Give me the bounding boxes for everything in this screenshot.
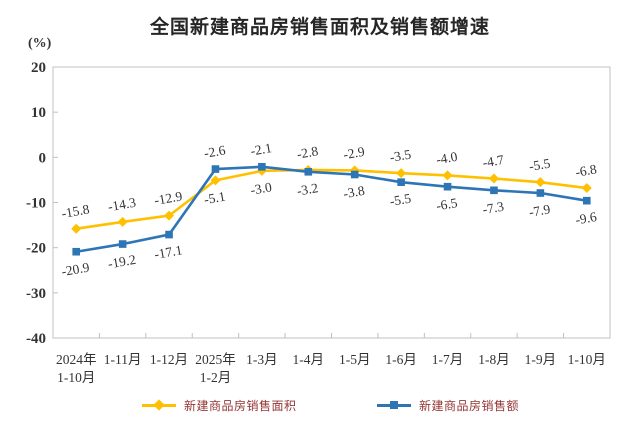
- y-axis-tick-label: -10: [26, 196, 46, 212]
- x-axis-category-label: 2025年: [195, 352, 236, 367]
- diamond-marker: [488, 173, 499, 184]
- data-label: -14.3: [107, 195, 138, 215]
- square-marker: [490, 186, 498, 195]
- data-label: -2.9: [342, 144, 366, 163]
- data-label: -4.0: [435, 149, 459, 168]
- y-axis-tick-label: -30: [26, 286, 46, 302]
- square-marker-icon: [390, 401, 398, 409]
- diamond-marker: [117, 216, 128, 227]
- diamond-marker-icon: [153, 399, 165, 411]
- x-axis-category-label: 1-2月: [200, 370, 232, 385]
- x-axis-category-label: 1-6月: [385, 352, 417, 367]
- diamond-marker: [210, 175, 221, 186]
- square-marker: [443, 182, 452, 191]
- square-marker: [258, 163, 266, 171]
- sales-area-line-swatch: [142, 399, 176, 411]
- chart-legend: 新建商品房销售面积 新建商品房销售额: [0, 395, 640, 417]
- data-label: -17.1: [153, 242, 183, 262]
- data-label: -12.9: [153, 188, 184, 208]
- square-marker: [165, 230, 173, 239]
- diamond-marker: [164, 210, 175, 221]
- y-axis-tick-label: 20: [31, 60, 46, 76]
- legend-label-sales-area: 新建商品房销售面积: [184, 398, 297, 413]
- square-marker: [304, 167, 313, 176]
- data-label: -6.5: [435, 195, 459, 214]
- y-axis-tick-label: 10: [31, 105, 46, 121]
- square-marker: [582, 196, 591, 205]
- series-line-sales-area: [76, 168, 587, 230]
- y-axis-tick-label: 0: [39, 150, 47, 166]
- series-line-sales-value: [75, 165, 588, 254]
- data-label: -5.1: [203, 189, 227, 207]
- data-label: -3.2: [296, 180, 320, 198]
- data-label: -3.5: [389, 146, 413, 165]
- legend-label-sales-value: 新建商品房销售额: [419, 398, 520, 413]
- diamond-marker: [396, 168, 407, 179]
- x-axis-category-label: 1-5月: [339, 352, 371, 367]
- data-label: -3.0: [249, 179, 273, 198]
- plot-area-border: [52, 66, 611, 339]
- diamond-marker: [581, 183, 592, 194]
- data-label: -6.8: [574, 161, 598, 180]
- data-label: -2.1: [249, 140, 273, 158]
- data-label: -5.5: [389, 190, 413, 209]
- x-axis-category-label: 1-10月: [57, 370, 95, 385]
- data-label: -20.9: [60, 259, 91, 279]
- y-axis-tick-label: -40: [26, 331, 46, 347]
- square-marker: [536, 189, 545, 197]
- data-label: -19.2: [107, 252, 137, 272]
- x-axis-category-label: 1-4月: [293, 352, 325, 367]
- data-label: -2.6: [203, 142, 227, 161]
- y-axis-unit-label: (%): [28, 36, 52, 51]
- square-marker: [397, 178, 405, 186]
- x-axis-category-label: 1-7月: [432, 352, 464, 367]
- x-axis-category-label: 1-3月: [246, 352, 278, 367]
- x-axis-category-label: 2024年: [56, 352, 97, 367]
- data-label: -5.5: [528, 155, 552, 174]
- y-axis-tick-label: -20: [26, 241, 46, 257]
- x-axis-category-label: 1-11月: [104, 352, 142, 367]
- diamond-marker: [535, 177, 546, 188]
- chart-title: 全国新建商品房销售面积及销售额增速: [149, 16, 490, 38]
- legend-item-sales-value: 新建商品房销售额: [377, 395, 519, 415]
- diamond-marker: [71, 223, 82, 234]
- square-marker: [350, 170, 359, 179]
- square-marker: [211, 165, 220, 173]
- square-marker: [118, 240, 127, 248]
- square-marker: [72, 247, 81, 256]
- sales-value-line-swatch: [377, 400, 411, 410]
- data-label: -15.8: [60, 201, 91, 221]
- diamond-marker: [442, 170, 453, 181]
- data-label: -2.8: [296, 143, 320, 162]
- x-axis-category-label: 1-12月: [150, 352, 188, 367]
- legend-item-sales-area: 新建商品房销售面积: [142, 395, 297, 415]
- data-label: -4.7: [481, 152, 505, 171]
- data-label: -3.8: [342, 183, 366, 202]
- x-axis-category-label: 1-10月: [568, 352, 606, 367]
- data-label: -7.9: [528, 201, 552, 220]
- data-label: -7.3: [481, 199, 505, 218]
- x-axis-category-label: 1-8月: [478, 352, 510, 367]
- x-axis-category-label: 1-9月: [525, 352, 557, 367]
- data-label: -9.6: [574, 209, 598, 228]
